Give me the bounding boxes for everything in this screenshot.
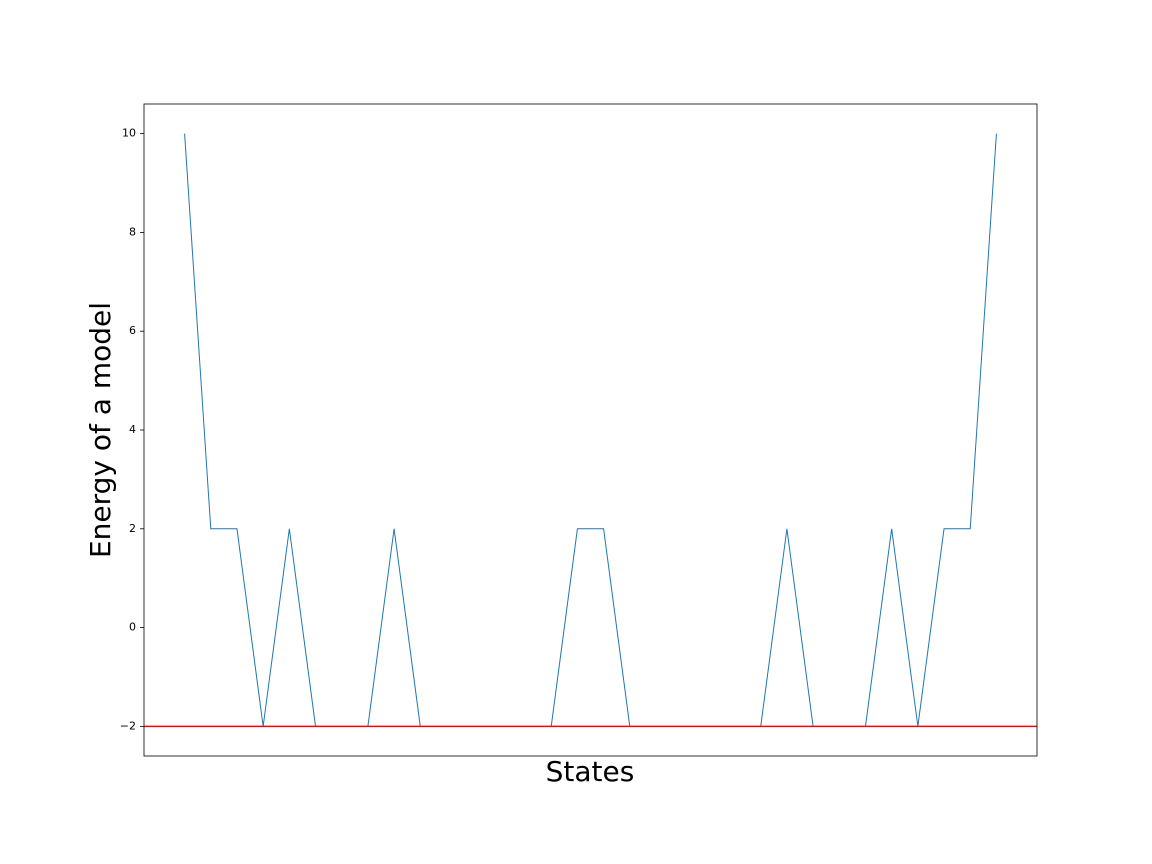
plot-frame xyxy=(143,103,1038,757)
y-tick-label: 0 xyxy=(129,621,136,634)
y-tick-label: 2 xyxy=(129,522,136,535)
line-series xyxy=(184,133,997,727)
y-tick-label: −2 xyxy=(120,719,136,732)
y-tick-label: 6 xyxy=(129,324,136,337)
y-axis-label: Energy of a model xyxy=(84,302,117,558)
y-tick-label: 8 xyxy=(129,225,136,238)
x-axis-label: States xyxy=(546,755,635,788)
y-tick-label: 10 xyxy=(122,127,136,140)
y-tick-label: 4 xyxy=(129,423,136,436)
